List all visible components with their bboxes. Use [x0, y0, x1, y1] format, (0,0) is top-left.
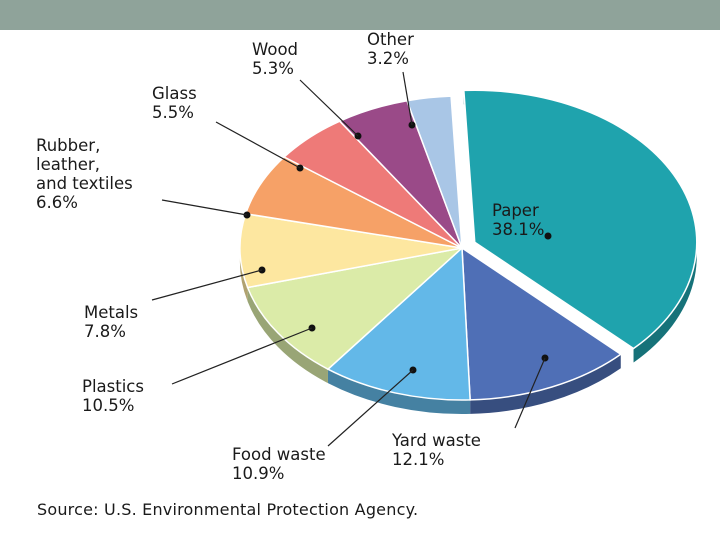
leader-line-wood	[299, 79, 359, 137]
chart-source: Source: U.S. Environmental Protection Ag…	[37, 500, 419, 519]
slice-name-wood: Wood	[252, 40, 298, 59]
slice-percent-food-waste: 10.9%	[232, 464, 284, 483]
leader-line-food-waste	[327, 369, 414, 447]
slice-name-rubber-leather-and-textiles: leather,	[36, 155, 100, 174]
pie-slice-food-waste	[326, 246, 471, 401]
pie-slice-other	[406, 95, 463, 249]
slice-name-paper: Paper	[492, 201, 539, 220]
pie-slice-side-plastics	[247, 287, 328, 384]
slice-percent-wood: 5.3%	[252, 59, 294, 78]
slice-percent-glass: 5.5%	[152, 103, 194, 122]
slide-top-bar	[0, 0, 720, 30]
slice-label-yard-waste: Yard waste 12.1%	[391, 431, 481, 469]
slice-name-yard-waste: Yard waste	[391, 431, 481, 450]
leader-line-metals	[151, 269, 263, 301]
slice-label-wood: Wood 5.3%	[252, 40, 298, 78]
slice-percent-rubber-leather-and-textiles: 6.6%	[36, 193, 78, 212]
leader-line-other	[402, 71, 413, 126]
pie-slice-layer	[239, 89, 698, 401]
slice-name-glass: Glass	[152, 84, 197, 103]
leader-line-plastics	[171, 327, 313, 385]
leader-line-glass	[215, 121, 301, 169]
pie-slice-yard-waste	[461, 246, 623, 401]
slice-percent-yard-waste: 12.1%	[392, 450, 444, 469]
slice-label-rubber-leather-and-textiles: Rubber, leather, and textiles 6.6%	[36, 136, 133, 212]
leader-dot-paper	[544, 232, 552, 240]
slice-name-metals: Metals	[84, 303, 138, 322]
leader-line-rubber-leather-and-textiles	[161, 199, 248, 216]
slice-name-food-waste: Food waste	[232, 445, 326, 464]
pie-leader-layer	[151, 71, 552, 447]
pie-slice-paper	[463, 89, 698, 350]
slice-label-plastics: Plastics 10.5%	[82, 377, 144, 415]
leader-line-yard-waste	[514, 357, 546, 429]
slice-percent-other: 3.2%	[367, 49, 409, 68]
slice-name-rubber-leather-and-textiles: and textiles	[36, 174, 133, 193]
pie-label-layer: Paper 38.1% Yard waste 12.1% Food waste 10.9%…	[36, 30, 544, 483]
pie-slice-side-food-waste	[327, 369, 471, 414]
slice-label-paper: Paper 38.1%	[492, 201, 544, 239]
slice-label-food-waste: Food waste 10.9%	[232, 445, 326, 483]
slice-label-glass: Glass 5.5%	[152, 84, 197, 122]
slice-name-other: Other	[367, 30, 414, 49]
slice-label-other: Other 3.2%	[367, 30, 414, 68]
slice-name-rubber-leather-and-textiles: Rubber,	[36, 136, 100, 155]
slice-percent-metals: 7.8%	[84, 322, 126, 341]
slice-percent-paper: 38.1%	[492, 220, 544, 239]
slice-label-metals: Metals 7.8%	[84, 303, 138, 341]
slice-percent-plastics: 10.5%	[82, 396, 134, 415]
slice-name-plastics: Plastics	[82, 377, 144, 396]
pie-slice-side-yard-waste	[470, 354, 621, 414]
